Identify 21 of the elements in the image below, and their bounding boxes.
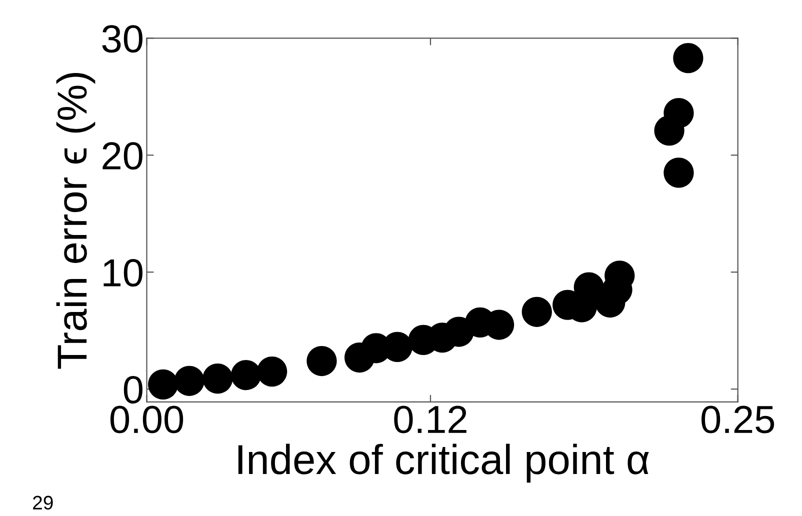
y-tick-label: 0: [124, 376, 142, 404]
point: [202, 364, 233, 394]
x-tick-label: 0.12: [394, 406, 466, 434]
y-tick-label: 20: [102, 142, 142, 170]
point: [664, 98, 694, 128]
y-axis-title: Train error ϵ (%): [56, 73, 96, 369]
text: 29: [33, 496, 53, 510]
point: [673, 43, 704, 74]
point: [574, 272, 604, 302]
point: [148, 369, 178, 400]
point: [306, 346, 337, 376]
x-tick-label: 0.00: [110, 406, 184, 434]
x-axis-title: Index of critical point α: [238, 444, 649, 483]
point: [231, 360, 262, 390]
point: [522, 296, 552, 327]
y-tick-label: 10: [104, 259, 142, 287]
point: [664, 158, 694, 188]
x-tick-label: 0.25: [702, 406, 774, 434]
point: [174, 366, 204, 396]
y-tick-label: 30: [102, 25, 142, 53]
point: [257, 356, 288, 387]
